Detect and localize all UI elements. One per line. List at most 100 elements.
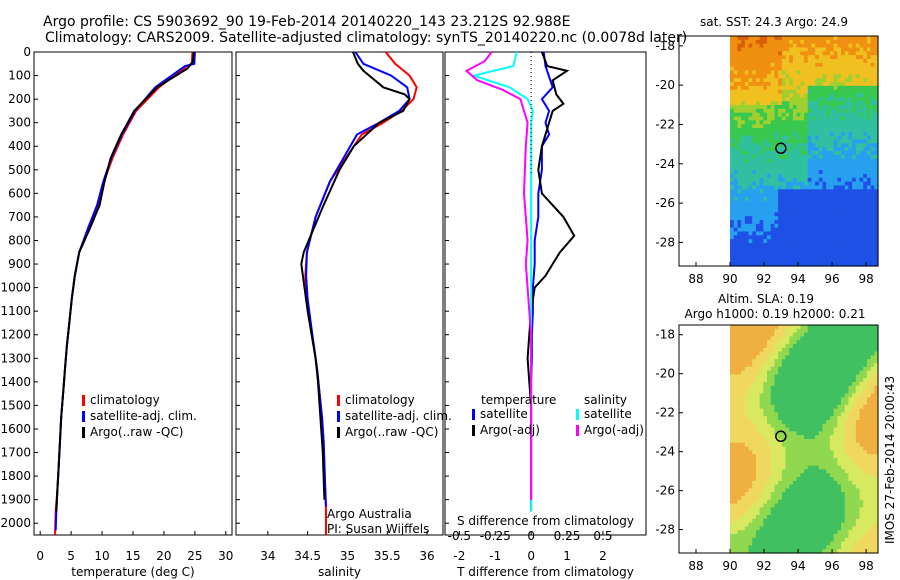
sla-map-cell bbox=[759, 534, 764, 539]
sla-map-cell bbox=[741, 370, 746, 375]
sla-map-cell bbox=[859, 473, 864, 478]
sst-map-cell bbox=[833, 166, 838, 171]
sst-map-cell bbox=[874, 101, 879, 106]
sst-map-cell bbox=[859, 147, 864, 152]
sla-map-cell bbox=[855, 389, 861, 394]
sla-map-cell bbox=[848, 332, 853, 337]
sst-map-cell bbox=[852, 254, 857, 259]
sla-map-cell bbox=[785, 549, 790, 554]
sst-map-cell bbox=[774, 78, 779, 83]
sla-map-cell bbox=[800, 404, 805, 410]
sla-map-cell bbox=[759, 385, 764, 391]
sla-map-cell bbox=[737, 537, 742, 543]
sla-map-cell bbox=[781, 359, 787, 364]
sst-map-cell bbox=[844, 246, 850, 252]
sst-map-cell bbox=[785, 258, 790, 263]
sla-map-cell bbox=[741, 515, 746, 520]
sst-map-cell bbox=[800, 105, 805, 110]
sla-map-cell bbox=[859, 389, 864, 394]
sla-map-cell bbox=[822, 382, 827, 387]
sla-map-cell bbox=[874, 537, 879, 543]
sla-map-cell bbox=[874, 511, 879, 516]
sst-map-cell bbox=[837, 66, 842, 72]
sst-map-cell bbox=[833, 93, 838, 98]
sst-map-cell bbox=[870, 62, 875, 68]
sla-map-cell bbox=[807, 499, 813, 505]
sst-map-cell bbox=[844, 93, 850, 98]
sst-map-cell bbox=[841, 74, 846, 79]
sla-map-cell bbox=[770, 404, 776, 410]
sla-map-cell bbox=[752, 412, 757, 417]
sla-map-cell bbox=[770, 511, 776, 516]
sst-map-cell bbox=[767, 43, 772, 49]
sla-map-cell bbox=[811, 344, 816, 349]
sst-map-cell bbox=[826, 66, 831, 72]
sla-map-cell bbox=[770, 473, 776, 478]
sla-map-cell bbox=[837, 435, 842, 440]
sst-map-cell bbox=[770, 97, 776, 102]
sla-map-cell bbox=[829, 397, 835, 402]
sla-map-cell bbox=[792, 397, 798, 402]
sla-map-cell bbox=[866, 328, 872, 334]
sst-map-cell bbox=[737, 124, 742, 129]
sla-map-cell bbox=[818, 397, 824, 402]
sst-map-cell bbox=[848, 70, 853, 75]
sla-map-cell bbox=[859, 378, 864, 383]
sla-map-cell bbox=[815, 480, 820, 486]
sst-map-cell bbox=[733, 216, 739, 221]
x-tick-label: 15 bbox=[125, 549, 140, 563]
sla-map-cell bbox=[748, 336, 753, 341]
sla-map-cell bbox=[733, 389, 739, 394]
sst-map-cell bbox=[752, 239, 757, 244]
sla-map-cell bbox=[767, 435, 772, 440]
sla-map-cell bbox=[792, 477, 798, 482]
sst-map-cell bbox=[785, 135, 790, 141]
sla-map-cell bbox=[852, 344, 857, 349]
sst-map-cell bbox=[770, 108, 776, 114]
sla-map-cell bbox=[863, 408, 868, 413]
sla-map-cell bbox=[774, 534, 779, 539]
sst-map-cell bbox=[792, 254, 798, 259]
sst-map-cell bbox=[778, 135, 783, 141]
sla-map-cell bbox=[770, 488, 776, 493]
sst-map-cell bbox=[748, 189, 753, 194]
sla-map-cell bbox=[818, 344, 824, 349]
sst-map-cell bbox=[807, 135, 813, 141]
sla-map-cell bbox=[778, 458, 783, 463]
legend-label: climatology bbox=[345, 393, 415, 407]
sla-map-cell bbox=[730, 439, 735, 444]
sst-map-cell bbox=[741, 124, 746, 129]
sst-map-cell bbox=[837, 78, 842, 83]
sla-map-cell bbox=[752, 446, 757, 451]
sla-map-cell bbox=[807, 359, 813, 364]
sst-map-cell bbox=[792, 166, 798, 171]
sst-map-cell bbox=[863, 254, 868, 259]
sst-map-cell bbox=[778, 231, 783, 236]
sst-map-cell bbox=[733, 197, 739, 202]
sst-map-cell bbox=[752, 170, 757, 175]
sst-map-cell bbox=[844, 143, 850, 148]
sst-map-cell bbox=[811, 246, 816, 252]
sla-map-cell bbox=[804, 484, 809, 489]
sla-map-cell bbox=[778, 340, 783, 345]
sst-map-cell bbox=[811, 55, 816, 60]
sst-map-cell bbox=[826, 262, 831, 267]
sst-map-cell bbox=[852, 258, 857, 263]
sla-map-cell bbox=[829, 355, 835, 360]
sla-map-cell bbox=[837, 423, 842, 429]
sst-map-cell bbox=[829, 151, 835, 156]
sst-map-cell bbox=[755, 193, 761, 198]
sla-map-cell bbox=[800, 469, 805, 474]
sst-map-cell bbox=[852, 43, 857, 49]
sst-map-cell bbox=[852, 177, 857, 183]
sst-map-cell bbox=[730, 124, 735, 129]
sla-map-cell bbox=[837, 328, 842, 334]
sst-map-cell bbox=[733, 39, 739, 45]
sla-map-cell bbox=[866, 366, 872, 372]
sla-map-cell bbox=[874, 416, 879, 421]
sst-map-cell bbox=[755, 158, 761, 164]
sla-map-cell bbox=[870, 325, 875, 330]
sla-map-cell bbox=[811, 439, 816, 444]
sst-map-cell bbox=[737, 235, 742, 240]
sst-map-cell bbox=[833, 227, 838, 233]
